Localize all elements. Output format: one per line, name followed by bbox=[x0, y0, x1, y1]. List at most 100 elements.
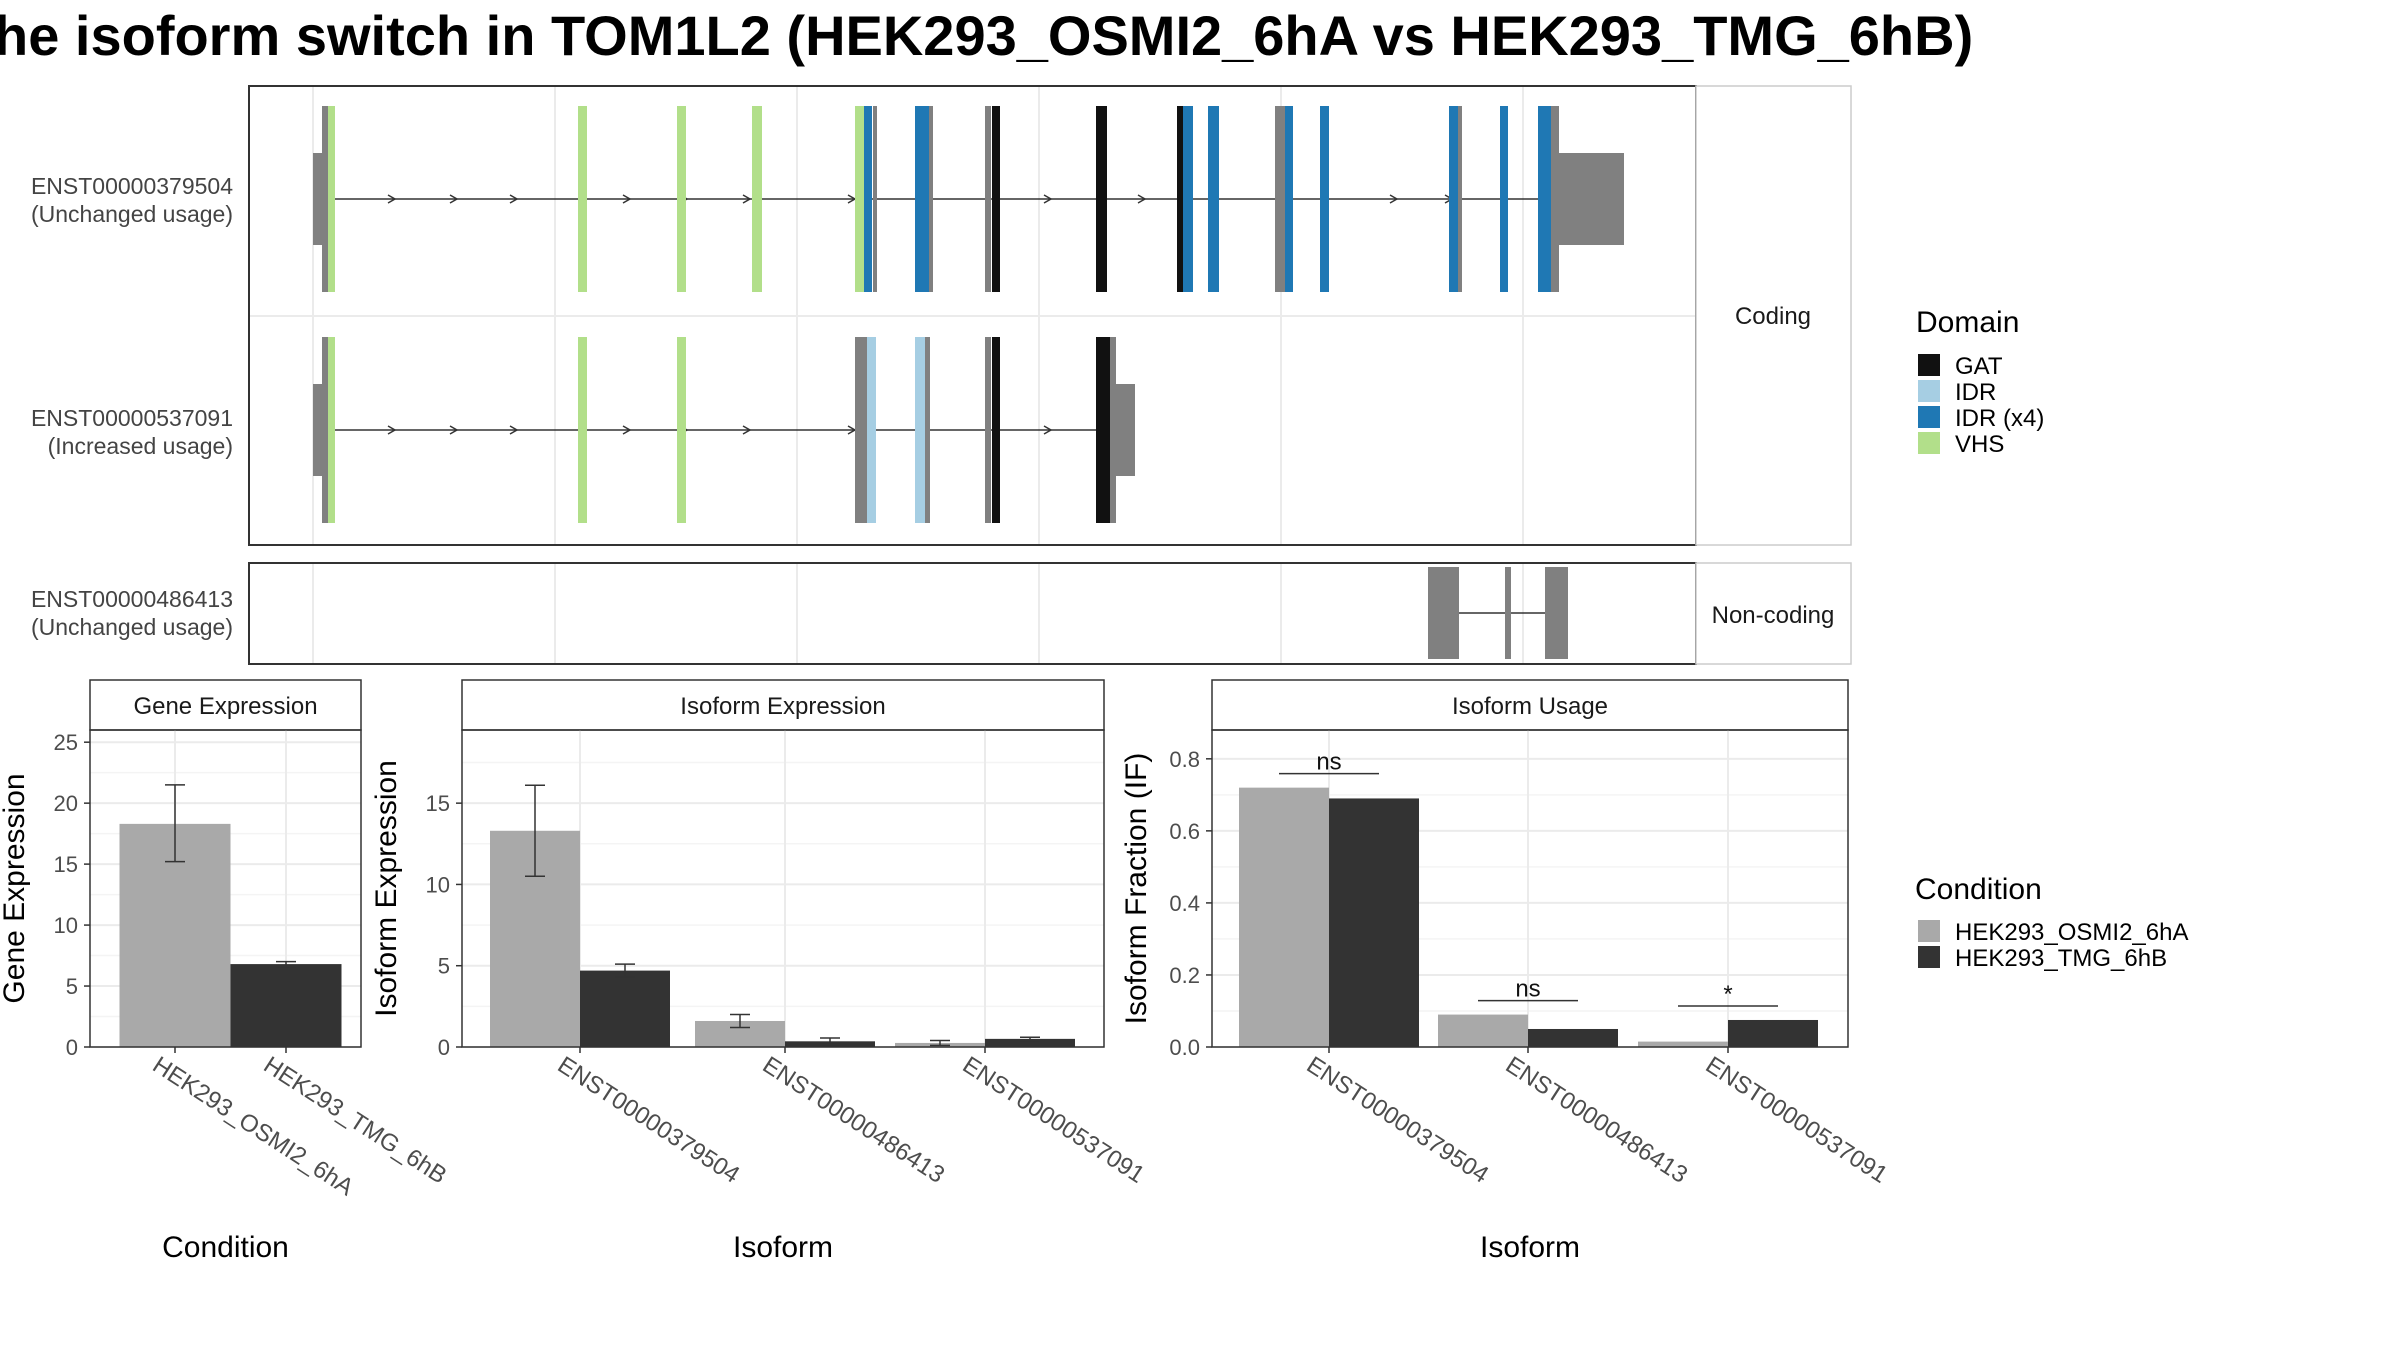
transcript-1-strand-arrow bbox=[1043, 194, 1053, 204]
chart-isoform-usage-significance-label: ns bbox=[1316, 749, 1341, 776]
transcript-1-exon-vhs bbox=[855, 106, 865, 292]
chart-isoform-usage-panel-border bbox=[1211, 729, 1849, 1048]
chart-gene-expression-strip-title: Gene Expression bbox=[133, 693, 317, 720]
chart-isoform-expression-bar-enst00000379504-hek293-tmg-6hb bbox=[580, 970, 670, 1047]
transcript-1-exon-utr bbox=[873, 106, 877, 292]
transcript-1-exon-idr-x4 bbox=[1538, 106, 1551, 292]
chart-isoform-usage-y-tick-label: 0.8 bbox=[1169, 747, 1200, 772]
chart-isoform-usage-strip-title: Isoform Usage bbox=[1452, 693, 1608, 720]
domain-legend-title: Domain bbox=[1916, 306, 2019, 339]
transcript-label-2-id: ENST00000537091 bbox=[31, 405, 233, 431]
chart-gene-expression-y-tick-label: 0 bbox=[66, 1035, 78, 1060]
chart-isoform-expression-panel-border bbox=[461, 729, 1105, 1048]
transcript-1-strand-arrow bbox=[387, 194, 397, 204]
transcript-structure-panel: Coding Non-coding ENST00000379504 (Uncha… bbox=[31, 85, 1852, 665]
chart-isoform-usage-x-tick-label: ENST00000379504 bbox=[1302, 1051, 1494, 1188]
transcript-1-strand-arrow bbox=[742, 194, 752, 204]
transcript-2-exon-utr bbox=[1116, 384, 1135, 476]
transcript-2-exon-vhs bbox=[578, 337, 587, 523]
transcript-2-strand-arrow bbox=[387, 425, 397, 435]
transcript-1-exon-vhs bbox=[328, 106, 335, 292]
transcript-1-exon-idr-x4 bbox=[915, 106, 930, 292]
transcript-1-exon-idr-x4 bbox=[1449, 106, 1458, 292]
transcript-1-strand-arrow bbox=[622, 194, 632, 204]
transcript-1-strand-arrow bbox=[1389, 194, 1399, 204]
legend-label-cond-b: HEK293_TMG_6hB bbox=[1955, 945, 2167, 972]
transcript-3-exon-utr bbox=[1428, 567, 1459, 659]
transcript-1-exon-utr bbox=[1275, 106, 1285, 292]
chart-isoform-expression-x-axis-title: Isoform bbox=[733, 1231, 833, 1264]
chart-gene-expression-y-tick-label: 25 bbox=[54, 730, 78, 755]
chart-isoform-expression-x-tick-label: ENST00000486413 bbox=[758, 1051, 950, 1188]
transcript-2-exon-utr bbox=[1110, 337, 1116, 523]
legend-key-idr-x4 bbox=[1918, 406, 1940, 428]
transcript-2-exon-gat bbox=[992, 337, 1000, 523]
transcript-label-2-usage: (Increased usage) bbox=[48, 433, 233, 459]
legend-key-cond-b bbox=[1918, 946, 1940, 968]
chart-isoform-expression-y-tick-label: 5 bbox=[438, 954, 450, 979]
chart-isoform-expression-bar-enst00000537091-hek293-tmg-6hb bbox=[985, 1038, 1075, 1047]
chart-isoform-expression: Isoform Expression ENST00000379504 ENST000… bbox=[370, 679, 1149, 1264]
chart-gene-expression-x-tick-label: HEK293_TMG_6hB bbox=[259, 1051, 452, 1189]
legend-label-idr: IDR bbox=[1955, 379, 1996, 406]
legend-key-gat bbox=[1918, 354, 1940, 376]
transcript-2-exon-vhs bbox=[677, 337, 686, 523]
chart-gene-expression-x-axis-title: Condition bbox=[162, 1231, 289, 1264]
chart-isoform-expression-error-bar bbox=[615, 963, 635, 978]
transcript-2-strand-arrow bbox=[509, 425, 519, 435]
transcript-1-exon-utr bbox=[1551, 106, 1559, 292]
legend-label-cond-a: HEK293_OSMI2_6hA bbox=[1955, 919, 2188, 946]
legend-label-gat: GAT bbox=[1955, 353, 2003, 380]
chart-isoform-usage-y-tick-label: 0.6 bbox=[1169, 819, 1200, 844]
transcript-3-exon-utr bbox=[1545, 567, 1568, 659]
chart-isoform-usage-y-tick-label: 0.2 bbox=[1169, 963, 1200, 988]
chart-isoform-expression-y-tick-label: 10 bbox=[426, 872, 450, 897]
transcript-2-strand-arrow bbox=[1043, 425, 1053, 435]
transcript-1-exon-idr-x4 bbox=[1285, 106, 1293, 292]
chart-isoform-usage-bar-enst00000379504-hek293-osmi2-6ha bbox=[1239, 787, 1329, 1047]
transcript-2-exon-utr bbox=[925, 337, 930, 523]
legend-key-cond-a bbox=[1918, 920, 1940, 942]
chart-gene-expression-y-tick-label: 10 bbox=[54, 913, 78, 938]
chart-isoform-usage-significance-label: ns bbox=[1515, 976, 1540, 1003]
transcript-1-exon-vhs bbox=[752, 106, 762, 292]
chart-isoform-usage: Isoform Usage ns ENST00000379504 ns ENST0000… bbox=[1120, 679, 1893, 1264]
chart-isoform-expression-strip bbox=[461, 679, 1105, 731]
chart-isoform-usage-bar-enst00000486413-hek293-tmg-6hb bbox=[1528, 1028, 1618, 1047]
chart-isoform-expression-error-bar bbox=[930, 1039, 950, 1047]
chart-isoform-usage-y-tick-label: 0.4 bbox=[1169, 891, 1200, 916]
chart-isoform-usage-bar-enst00000486413-hek293-osmi2-6ha bbox=[1438, 1014, 1528, 1047]
coding-strip bbox=[1695, 85, 1852, 546]
chart-isoform-expression-strip-title: Isoform Expression bbox=[680, 693, 885, 720]
chart-isoform-expression-error-bar bbox=[525, 784, 545, 878]
chart-isoform-expression-error-bar bbox=[1020, 1036, 1040, 1042]
transcript-label-1-usage: (Unchanged usage) bbox=[31, 201, 233, 227]
chart-gene-expression-bar-hek293-tmg-6hb bbox=[230, 964, 342, 1047]
transcript-1-strand-arrow bbox=[449, 194, 459, 204]
transcript-3-exon-utr bbox=[1505, 567, 1511, 659]
noncoding-strip bbox=[1695, 562, 1852, 665]
transcript-1-exon-idr-x4 bbox=[864, 106, 872, 292]
chart-gene-expression-panel-border bbox=[89, 729, 362, 1048]
transcript-1-exon-utr bbox=[1458, 106, 1462, 292]
domain-legend: Domain GAT IDR IDR (x4) VHS bbox=[1916, 306, 2044, 458]
condition-legend: Condition HEK293_OSMI2_6hA HEK293_TMG_6h… bbox=[1915, 873, 2188, 972]
legend-label-vhs: VHS bbox=[1955, 431, 2004, 458]
chart-gene-expression-y-tick-label: 20 bbox=[54, 791, 78, 816]
transcript-2-exon-idr bbox=[915, 337, 925, 523]
transcript-2-strand-arrow bbox=[742, 425, 752, 435]
transcript-label-1-id: ENST00000379504 bbox=[31, 173, 233, 199]
chart-isoform-expression-x-tick-label: ENST00000379504 bbox=[553, 1051, 745, 1188]
chart-isoform-usage-bar-enst00000537091-hek293-osmi2-6ha bbox=[1638, 1041, 1728, 1047]
transcript-2-exon-utr bbox=[985, 337, 991, 523]
condition-legend-title: Condition bbox=[1915, 873, 2042, 906]
chart-gene-expression-y-axis-title: Gene Expression bbox=[0, 773, 31, 1003]
coding-strip-label: Coding bbox=[1735, 303, 1811, 330]
transcript-1-exon-idr-x4 bbox=[1208, 106, 1219, 292]
chart-isoform-expression-y-axis-title: Isoform Expression bbox=[370, 760, 403, 1017]
transcript-1-exon-utr bbox=[929, 106, 933, 292]
transcript-1-exon-utr bbox=[322, 106, 332, 292]
chart-isoform-usage-x-tick-label: ENST00000537091 bbox=[1701, 1051, 1893, 1188]
chart-gene-expression-y-tick-label: 5 bbox=[66, 974, 78, 999]
